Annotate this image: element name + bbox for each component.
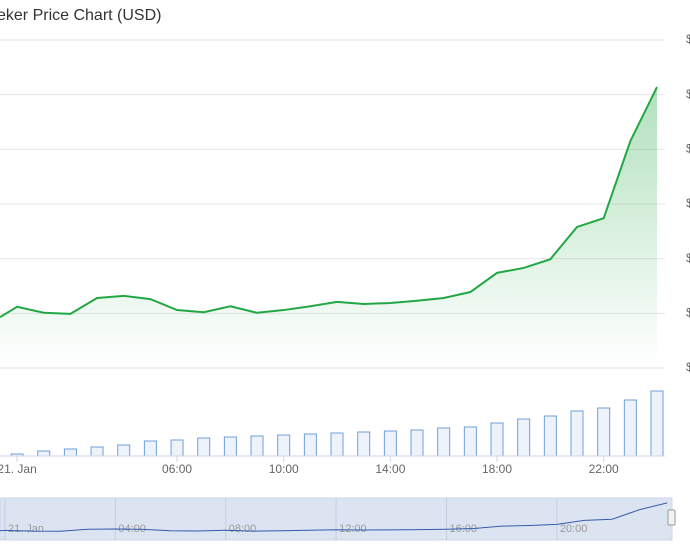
volume-bar — [143, 440, 157, 457]
volume-bar — [63, 448, 77, 457]
x-tick-label: 06:00 — [162, 462, 192, 476]
y-tick-label: $ — [686, 306, 690, 320]
volume-bar — [597, 407, 611, 457]
volume-bar — [90, 446, 104, 457]
x-tick-label: 10:00 — [269, 462, 299, 476]
volume-bar — [543, 415, 557, 457]
navigator-tick-label: 08:00 — [229, 523, 257, 535]
volume-bar — [197, 437, 211, 457]
volume-bar — [623, 399, 637, 457]
volume-bar — [170, 439, 184, 457]
volume-bar — [490, 422, 504, 457]
volume-bar — [650, 390, 664, 457]
chart-title: eker Price Chart (USD) — [0, 7, 161, 24]
y-tick-label: $ — [686, 87, 690, 101]
volume-bar — [570, 410, 584, 457]
y-tick-label: $ — [686, 196, 690, 210]
x-tick-label: 18:00 — [482, 462, 512, 476]
volume-bar — [410, 429, 424, 457]
volume-bar — [250, 435, 264, 457]
y-tick-label: $ — [686, 32, 690, 46]
x-tick-label: 21. Jan — [0, 462, 37, 476]
price-line — [0, 86, 658, 319]
x-tick-label: 22:00 — [589, 462, 619, 476]
y-tick-label: $ — [686, 142, 690, 156]
navigator-line — [0, 502, 668, 532]
navigator-tick-label: 12:00 — [339, 523, 367, 535]
volume-bar — [330, 432, 344, 457]
y-tick-label: $ — [686, 360, 690, 374]
volume-bar — [437, 427, 451, 457]
navigator-tick-label: 20:00 — [560, 523, 588, 535]
volume-bar — [357, 431, 371, 457]
volume-bar — [383, 430, 397, 457]
volume-bar — [303, 433, 317, 457]
volume-bar — [517, 418, 531, 457]
navigator-handle[interactable] — [667, 509, 676, 526]
navigator-tick-label: 21. Jan — [8, 523, 44, 535]
x-tick-label: 14:00 — [375, 462, 405, 476]
volume-bar — [277, 434, 291, 457]
volume-bar — [463, 426, 477, 457]
price-area — [0, 87, 658, 368]
volume-bar — [223, 436, 237, 457]
y-tick-label: $ — [686, 251, 690, 265]
volume-bar — [117, 444, 131, 457]
volume-bar — [37, 450, 51, 457]
